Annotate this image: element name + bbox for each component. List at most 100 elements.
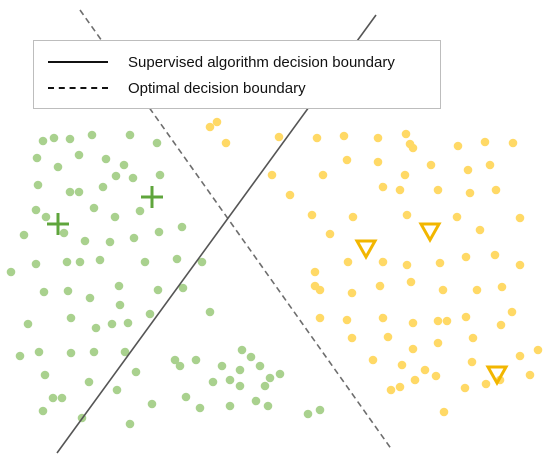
class-b-point: [463, 165, 473, 175]
class-a-point: [125, 130, 135, 140]
class-b-point: [373, 133, 383, 143]
class-b-point: [310, 281, 320, 291]
triangle-marker-icon: [418, 222, 442, 244]
class-a-point: [128, 173, 138, 183]
class-b-point: [468, 333, 478, 343]
plus-marker-icon: [141, 186, 163, 208]
class-a-point: [135, 206, 145, 216]
class-b-point: [205, 122, 215, 132]
class-a-point: [66, 348, 76, 358]
class-a-point: [87, 130, 97, 140]
class-a-point: [74, 187, 84, 197]
class-a-point: [85, 293, 95, 303]
class-a-point: [39, 287, 49, 297]
class-a-point: [111, 171, 121, 181]
legend-entry-solid: Supervised algorithm decision boundary: [34, 50, 395, 74]
class-b-point: [375, 281, 385, 291]
class-a-point: [119, 160, 129, 170]
class-b-point: [525, 370, 535, 380]
class-b-point: [318, 170, 328, 180]
class-a-point: [181, 392, 191, 402]
class-a-point: [303, 409, 313, 419]
class-b-point: [221, 138, 231, 148]
class-b-point: [442, 316, 452, 326]
class-a-point: [74, 150, 84, 160]
class-a-point: [110, 212, 120, 222]
class-b-point: [397, 360, 407, 370]
legend-solid-label: Supervised algorithm decision boundary: [128, 53, 395, 71]
class-b-point: [433, 316, 443, 326]
class-a-point: [40, 370, 50, 380]
class-a-point: [225, 401, 235, 411]
class-a-point: [225, 375, 235, 385]
class-a-point: [23, 319, 33, 329]
class-a-point: [63, 286, 73, 296]
class-b-point: [408, 318, 418, 328]
class-b-point: [452, 212, 462, 222]
class-b-point: [533, 345, 543, 355]
class-a-point: [19, 230, 29, 240]
class-b-point: [491, 185, 501, 195]
class-b-point: [325, 229, 335, 239]
class-a-point: [263, 401, 273, 411]
class-a-point: [95, 255, 105, 265]
class-b-point: [378, 182, 388, 192]
class-a-point: [65, 134, 75, 144]
dashed-line-swatch: [48, 87, 108, 89]
class-b-point: [515, 351, 525, 361]
class-b-point: [475, 225, 485, 235]
class-a-point: [6, 267, 16, 277]
class-b-point: [433, 338, 443, 348]
class-a-point: [62, 257, 72, 267]
legend-dashed-label: Optimal decision boundary: [128, 79, 306, 97]
class-b-point: [406, 277, 416, 287]
class-a-point: [191, 355, 201, 365]
class-a-point: [152, 138, 162, 148]
class-a-point: [38, 406, 48, 416]
class-a-point: [237, 345, 247, 355]
class-b-point: [342, 155, 352, 165]
class-a-point: [177, 222, 187, 232]
class-a-point: [91, 323, 101, 333]
class-a-point: [48, 393, 58, 403]
class-b-point: [467, 357, 477, 367]
class-b-point: [368, 355, 378, 365]
class-b-points: [205, 117, 543, 417]
class-a-point: [145, 309, 155, 319]
class-a-point: [101, 154, 111, 164]
class-a-point: [114, 281, 124, 291]
class-b-point: [453, 141, 463, 151]
class-a-point: [178, 283, 188, 293]
class-b-point: [312, 133, 322, 143]
class-a-point: [66, 313, 76, 323]
class-a-point: [31, 259, 41, 269]
class-a-point: [89, 203, 99, 213]
class-a-point: [41, 212, 51, 222]
class-a-point: [89, 347, 99, 357]
class-b-point: [378, 313, 388, 323]
class-b-point: [515, 213, 525, 223]
class-a-point: [112, 385, 122, 395]
class-a-labeled-markers: [47, 186, 163, 235]
class-a-point: [155, 170, 165, 180]
class-b-point: [465, 188, 475, 198]
class-a-point: [15, 351, 25, 361]
class-b-point: [460, 383, 470, 393]
class-b-point: [378, 257, 388, 267]
class-a-point: [315, 405, 325, 415]
class-b-point: [461, 312, 471, 322]
class-b-point: [480, 137, 490, 147]
class-b-point: [267, 170, 277, 180]
class-b-point: [402, 210, 412, 220]
class-a-point: [57, 393, 67, 403]
class-a-point: [265, 373, 275, 383]
class-a-point: [197, 257, 207, 267]
class-b-labeled-markers: [354, 222, 509, 387]
class-b-point: [395, 382, 405, 392]
class-a-point: [59, 228, 69, 238]
class-b-point: [435, 258, 445, 268]
class-a-point: [235, 381, 245, 391]
class-b-point: [285, 190, 295, 200]
class-b-point: [438, 285, 448, 295]
